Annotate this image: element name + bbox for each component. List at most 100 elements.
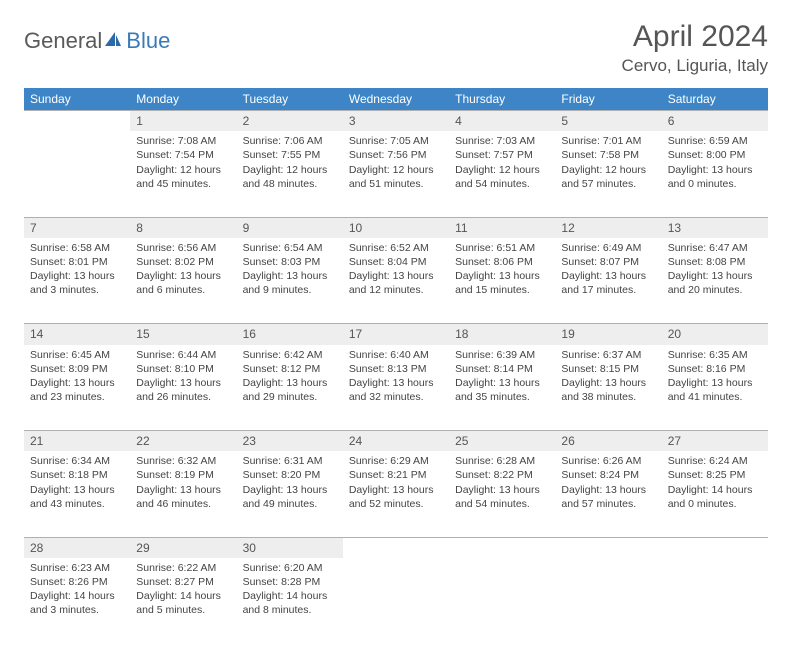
day-number: 14: [24, 324, 130, 345]
day2-text: and 57 minutes.: [561, 177, 655, 191]
header: General Blue April 2024 Cervo, Liguria, …: [24, 20, 768, 76]
day-number: 4: [449, 111, 555, 132]
day-number: 25: [449, 431, 555, 452]
content-row: Sunrise: 7:08 AMSunset: 7:54 PMDaylight:…: [24, 131, 768, 217]
day1-text: Daylight: 13 hours: [243, 269, 337, 283]
day-cell: Sunrise: 6:28 AMSunset: 8:22 PMDaylight:…: [449, 451, 555, 537]
day-number: 30: [237, 537, 343, 558]
day-cell: Sunrise: 6:22 AMSunset: 8:27 PMDaylight:…: [130, 558, 236, 644]
day1-text: Daylight: 13 hours: [349, 376, 443, 390]
day-cell: Sunrise: 6:32 AMSunset: 8:19 PMDaylight:…: [130, 451, 236, 537]
day-number: 1: [130, 111, 236, 132]
sunrise-text: Sunrise: 6:34 AM: [30, 454, 124, 468]
day-cell: Sunrise: 6:47 AMSunset: 8:08 PMDaylight:…: [662, 238, 768, 324]
daynum-row: 123456: [24, 111, 768, 132]
sunrise-text: Sunrise: 6:31 AM: [243, 454, 337, 468]
sunrise-text: Sunrise: 7:06 AM: [243, 134, 337, 148]
day-cell: Sunrise: 6:45 AMSunset: 8:09 PMDaylight:…: [24, 345, 130, 431]
sunset-text: Sunset: 7:55 PM: [243, 148, 337, 162]
day2-text: and 0 minutes.: [668, 497, 762, 511]
day-cell: [449, 558, 555, 644]
sunrise-text: Sunrise: 6:45 AM: [30, 348, 124, 362]
day-cell: [662, 558, 768, 644]
day-cell: [24, 131, 130, 217]
weekday-header: Wednesday: [343, 88, 449, 111]
sunrise-text: Sunrise: 6:29 AM: [349, 454, 443, 468]
day-number: 9: [237, 217, 343, 238]
content-row: Sunrise: 6:45 AMSunset: 8:09 PM Daylight:…: [24, 345, 768, 431]
day-number: 29: [130, 537, 236, 558]
sunset-text: Sunset: 8:25 PM: [668, 468, 762, 482]
content-row: Sunrise: 6:58 AMSunset: 8:01 PMDaylight:…: [24, 238, 768, 324]
weekday-header: Thursday: [449, 88, 555, 111]
day-number: 24: [343, 431, 449, 452]
sunset-text: Sunset: 8:02 PM: [136, 255, 230, 269]
day1-text: Daylight: 13 hours: [561, 269, 655, 283]
sunrise-text: Sunrise: 6:40 AM: [349, 348, 443, 362]
day-cell: Sunrise: 6:56 AMSunset: 8:02 PMDaylight:…: [130, 238, 236, 324]
day-cell: Sunrise: 6:42 AMSunset: 8:12 PMDaylight:…: [237, 345, 343, 431]
sunset-text: Sunset: 8:26 PM: [30, 575, 124, 589]
day2-text: and 3 minutes.: [30, 603, 124, 617]
day-number: [449, 537, 555, 558]
sunset-text: Sunset: 8:18 PM: [30, 468, 124, 482]
weekday-header: Friday: [555, 88, 661, 111]
day-number: 16: [237, 324, 343, 345]
day-cell: Sunrise: 6:23 AMSunset: 8:26 PMDaylight:…: [24, 558, 130, 644]
day-cell: [555, 558, 661, 644]
logo: General Blue: [24, 20, 170, 54]
day2-text: and 17 minutes.: [561, 283, 655, 297]
day-number: 12: [555, 217, 661, 238]
day-cell: Sunrise: 6:20 AMSunset: 8:28 PMDaylight:…: [237, 558, 343, 644]
day1-text: Daylight: 14 hours: [30, 589, 124, 603]
day2-text: and 51 minutes.: [349, 177, 443, 191]
day-cell: Sunrise: 6:37 AMSunset: 8:15 PMDaylight:…: [555, 345, 661, 431]
day-number: 18: [449, 324, 555, 345]
day-number: 7: [24, 217, 130, 238]
day2-text: and 45 minutes.: [136, 177, 230, 191]
sunrise-text: Sunrise: 7:08 AM: [136, 134, 230, 148]
sunset-text: Sunset: 8:08 PM: [668, 255, 762, 269]
sunset-text: Sunset: 8:04 PM: [349, 255, 443, 269]
day1-text: Daylight: 13 hours: [243, 483, 337, 497]
day1-text: Daylight: 12 hours: [136, 163, 230, 177]
day1-text: Daylight: 13 hours: [455, 269, 549, 283]
day2-text: and 12 minutes.: [349, 283, 443, 297]
sunrise-text: Sunrise: 6:42 AM: [243, 348, 337, 362]
sunrise-text: Sunrise: 6:32 AM: [136, 454, 230, 468]
day-cell: Sunrise: 6:26 AMSunset: 8:24 PMDaylight:…: [555, 451, 661, 537]
day-number: 20: [662, 324, 768, 345]
weekday-header-row: Sunday Monday Tuesday Wednesday Thursday…: [24, 88, 768, 111]
day2-text: and 57 minutes.: [561, 497, 655, 511]
day-number: 23: [237, 431, 343, 452]
sunset-text: Sunset: 8:06 PM: [455, 255, 549, 269]
sunset-text: Sunset: 8:10 PM: [136, 362, 230, 376]
day1-text: Daylight: 13 hours: [349, 483, 443, 497]
sunset-text: Sunset: 8:19 PM: [136, 468, 230, 482]
day-number: 8: [130, 217, 236, 238]
day2-text: and 5 minutes.: [136, 603, 230, 617]
day-number: [24, 111, 130, 132]
day2-text: and 0 minutes.: [668, 177, 762, 191]
day1-text: Daylight: 13 hours: [30, 483, 124, 497]
day-cell: Sunrise: 7:01 AMSunset: 7:58 PMDaylight:…: [555, 131, 661, 217]
day2-text: and 20 minutes.: [668, 283, 762, 297]
day-cell: Sunrise: 6:44 AMSunset: 8:10 PMDaylight:…: [130, 345, 236, 431]
sunset-text: Sunset: 8:14 PM: [455, 362, 549, 376]
day-cell: Sunrise: 6:24 AMSunset: 8:25 PMDaylight:…: [662, 451, 768, 537]
day-number: 26: [555, 431, 661, 452]
sunset-text: Sunset: 8:09 PM: [30, 362, 124, 376]
logo-text-1: General: [24, 28, 102, 54]
day2-text: and 29 minutes.: [243, 390, 337, 404]
day1-text: Daylight: 13 hours: [136, 269, 230, 283]
day-cell: Sunrise: 6:40 AMSunset: 8:13 PMDaylight:…: [343, 345, 449, 431]
weekday-header: Monday: [130, 88, 236, 111]
day2-text: and 9 minutes.: [243, 283, 337, 297]
sunrise-text: Sunrise: 7:01 AM: [561, 134, 655, 148]
day2-text: and 43 minutes.: [30, 497, 124, 511]
day2-text: and 3 minutes.: [30, 283, 124, 297]
sunset-text: Sunset: 8:22 PM: [455, 468, 549, 482]
day-cell: Sunrise: 6:29 AMSunset: 8:21 PMDaylight:…: [343, 451, 449, 537]
sail-icon: [102, 30, 122, 53]
day2-text: and 32 minutes.: [349, 390, 443, 404]
